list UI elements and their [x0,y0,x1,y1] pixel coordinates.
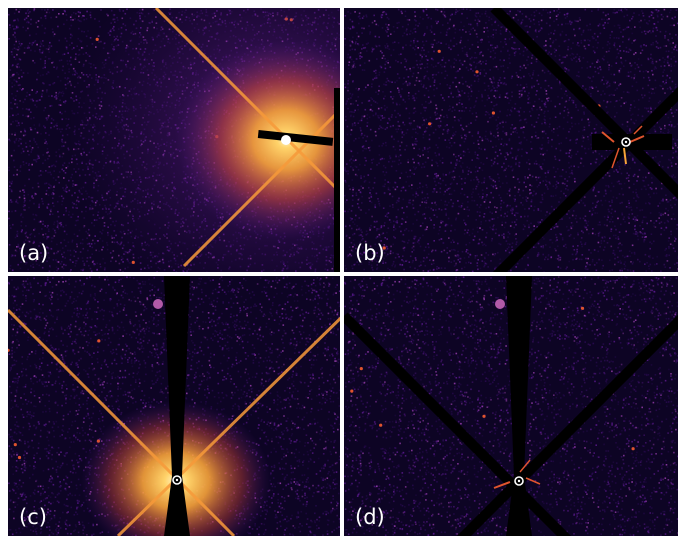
diffraction-spike [8,308,236,536]
masked-spike [492,86,678,272]
panel-c-image [8,276,340,536]
background-source [437,49,441,53]
panel-a-image [8,8,340,272]
panel-d-image [344,276,678,536]
masked-spike [344,312,572,536]
star-position-marker [172,475,182,485]
companion-source [153,299,163,309]
background-source [13,443,17,447]
diffraction-spike [154,8,340,195]
background-source [428,122,432,126]
background-source [482,414,486,418]
occulting-bar [257,130,334,146]
diffraction-spike [116,316,340,536]
star-core [281,135,291,145]
background-source [359,367,363,371]
background-source [379,423,383,427]
residual-speckles [493,459,541,489]
panel-d: (d) [344,276,678,536]
mask-edge [334,88,340,272]
background-source [475,70,479,74]
background-source [350,389,354,393]
companion-source [495,299,505,309]
panel-c: (c) [8,276,340,536]
background-source [8,348,10,352]
residual-speckles [601,125,645,169]
occulting-bar [164,276,190,536]
panel-a: (a) [8,8,340,272]
background-source [17,455,22,460]
panel-b: (b) [344,8,678,272]
background-source [631,447,635,451]
panel-b-image [344,8,678,272]
panel-label-c: (c) [19,505,47,529]
background-source [580,306,585,310]
panel-label-a: (a) [19,241,49,265]
panel-label-d: (d) [355,505,385,529]
background-source [97,339,101,343]
diffraction-spike [182,107,340,268]
star-position-marker [621,137,631,147]
star-position-marker [514,476,524,486]
star-glow [176,40,340,240]
background-source [382,246,386,250]
masked-spike [456,314,678,536]
background-source [491,111,495,115]
occulting-bar [506,276,532,536]
panel-label-b: (b) [355,241,385,265]
